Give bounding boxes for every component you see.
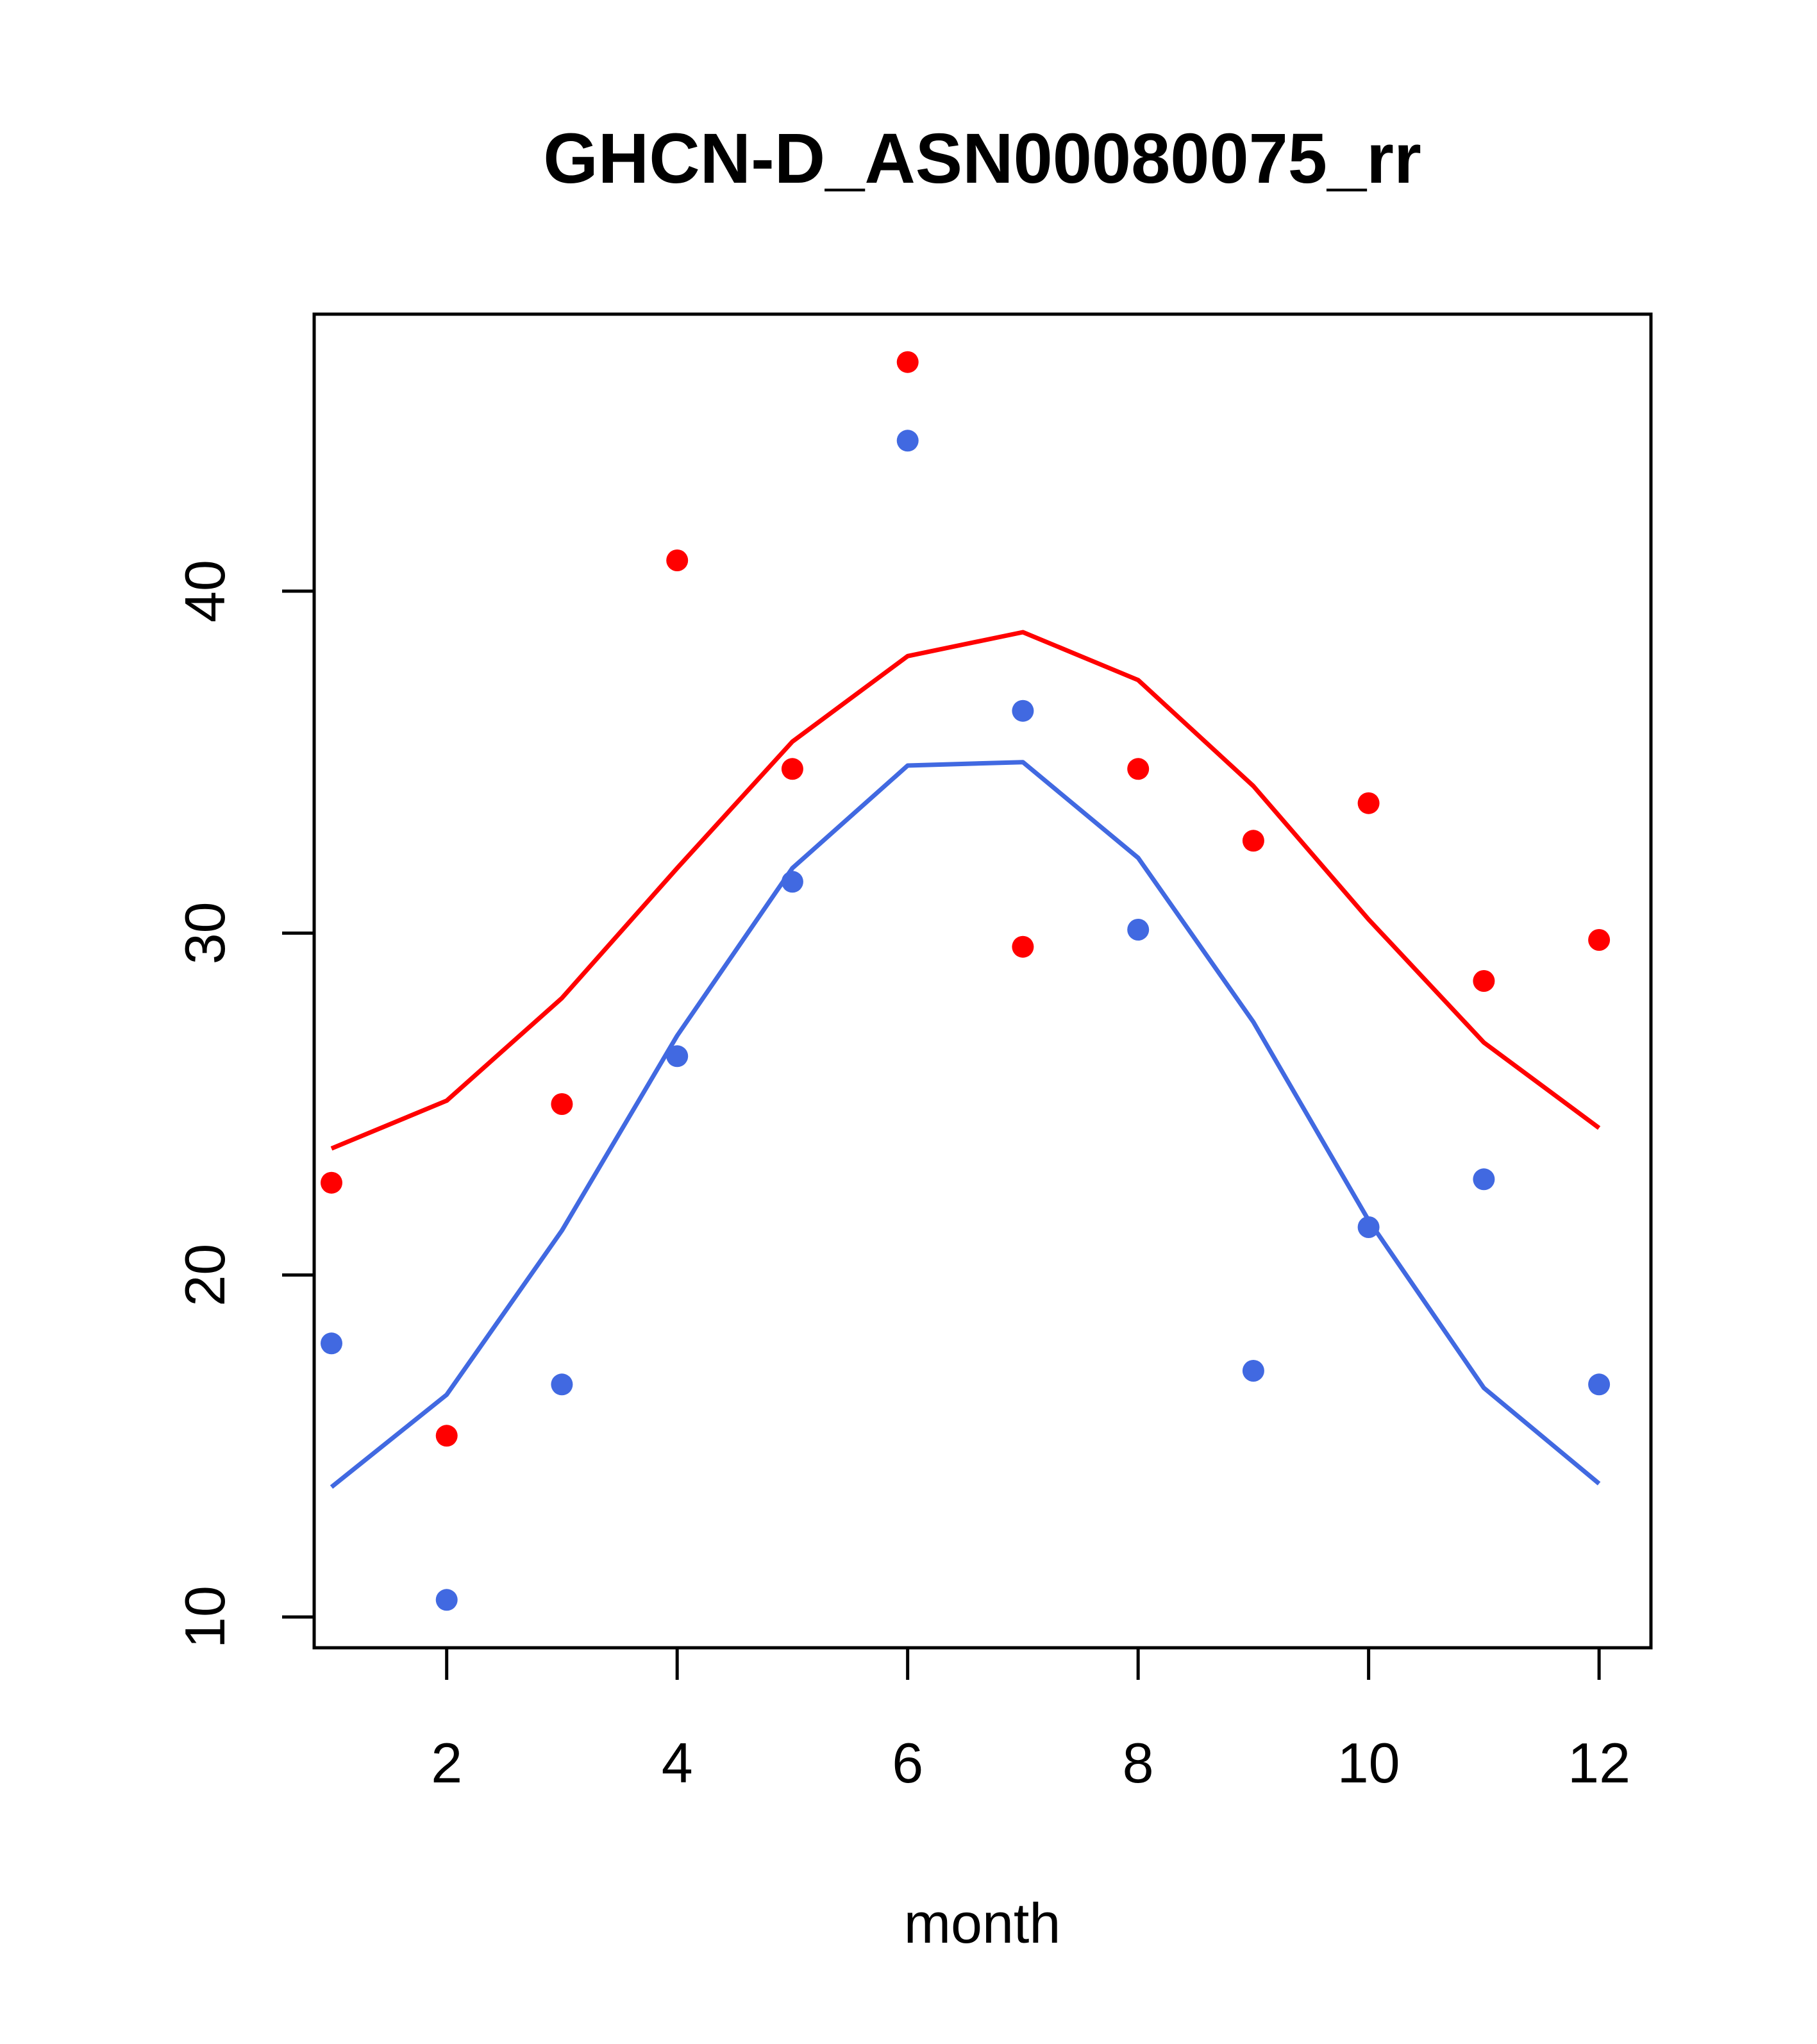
data-point-series-1 [1588, 1373, 1611, 1396]
data-point-series-1 [666, 1045, 689, 1068]
y-tick-label: 10 [173, 1586, 237, 1648]
series-line-2 [330, 630, 1601, 1151]
data-point-series-0 [321, 1171, 342, 1194]
data-point-series-0 [1242, 830, 1264, 852]
x-axis-label: month [904, 1891, 1061, 1955]
y-tick-label: 30 [173, 901, 237, 964]
data-point-series-1 [1357, 1216, 1380, 1238]
y-tick-label: 20 [173, 1244, 237, 1307]
data-point-series-0 [896, 351, 919, 373]
data-point-series-1 [1473, 1168, 1495, 1191]
series-line-3 [330, 760, 1601, 1489]
series-layer [321, 351, 1611, 1611]
data-point-series-1 [551, 1373, 573, 1396]
data-point-series-1 [1127, 919, 1150, 941]
y-axis: 10 20 30 40 [173, 560, 314, 1648]
data-point-series-1 [435, 1589, 458, 1611]
data-point-series-0 [666, 549, 689, 571]
data-point-series-1 [1242, 1360, 1264, 1382]
x-tick-label: 6 [892, 1731, 923, 1795]
data-point-series-1 [781, 871, 803, 893]
data-point-series-0 [1012, 935, 1034, 958]
x-tick-label: 2 [431, 1731, 462, 1795]
data-point-series-0 [1357, 792, 1380, 814]
data-point-series-0 [435, 1425, 458, 1447]
data-point-series-0 [781, 758, 803, 780]
x-tick-label: 12 [1568, 1731, 1630, 1795]
y-tick-label: 40 [173, 560, 237, 623]
data-point-series-0 [1588, 929, 1611, 951]
x-axis: 2 4 6 8 10 12 [431, 1648, 1630, 1795]
data-point-series-1 [1012, 699, 1034, 722]
data-point-series-1 [896, 430, 919, 452]
x-tick-label: 10 [1337, 1731, 1400, 1795]
x-tick-label: 8 [1123, 1731, 1154, 1795]
plot-frame [312, 312, 1653, 1650]
x-tick-label: 4 [662, 1731, 693, 1795]
data-point-series-0 [1473, 970, 1495, 992]
data-point-series-0 [551, 1093, 573, 1115]
data-point-series-0 [1127, 758, 1150, 780]
chart-title: GHCN-D_ASN00080075_rr [543, 119, 1421, 198]
data-point-series-1 [321, 1332, 342, 1355]
